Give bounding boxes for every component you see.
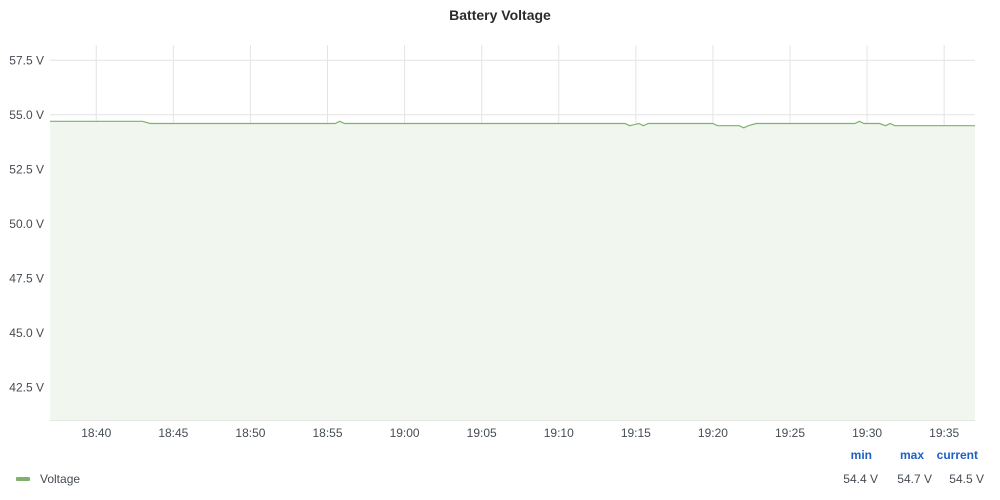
x-tick-label: 19:30 [852,426,882,440]
y-tick-label: 42.5 V [9,380,44,394]
legend-header-min[interactable]: min [850,448,872,462]
y-tick-label: 45.0 V [9,326,44,340]
y-tick-label: 50.0 V [9,217,44,231]
legend-series-name[interactable]: Voltage [40,472,81,486]
area-layer [50,120,975,421]
x-tick-label: 19:15 [621,426,651,440]
legend: min max current Voltage 54.4 V 54.7 V 54… [0,448,1000,492]
x-tick-label: 19:35 [929,426,959,440]
x-tick-label: 19:10 [544,426,574,440]
x-tick-label: 18:45 [158,426,188,440]
y-tick-label: 52.5 V [9,162,44,176]
series-line-voltage [50,120,975,129]
chart-plot[interactable]: 57.5 V 55.0 V 52.5 V 50.0 V 47.5 V 45.0 V 42.5… [0,0,1000,450]
y-tick-label: 57.5 V [9,53,44,67]
x-axis-ticks: 18:40 18:45 18:50 18:55 19:00 19:05 19:10 19:15… [81,426,959,440]
legend-value-current: 54.5 V [949,472,984,486]
y-tick-label: 55.0 V [9,108,44,122]
legend-header-current[interactable]: current [936,448,978,462]
x-tick-label: 18:55 [312,426,342,440]
legend-value-max: 54.7 V [897,472,932,486]
series-area-voltage [50,121,975,421]
x-tick-label: 19:25 [775,426,805,440]
panel-title: Battery Voltage [449,7,551,23]
legend-item-voltage[interactable]: Voltage [16,472,80,486]
y-axis-ticks: 57.5 V 55.0 V 52.5 V 50.0 V 47.5 V 45.0 V 42.5… [9,53,44,394]
legend-value-min: 54.4 V [843,472,878,486]
x-tick-label: 19:20 [698,426,728,440]
x-tick-label: 19:00 [390,426,420,440]
legend-header-max[interactable]: max [899,448,924,462]
x-tick-label: 19:05 [467,426,497,440]
legend-swatch [16,477,30,481]
x-tick-label: 18:50 [235,426,265,440]
x-tick-label: 18:40 [81,426,111,440]
y-tick-label: 47.5 V [9,271,44,285]
